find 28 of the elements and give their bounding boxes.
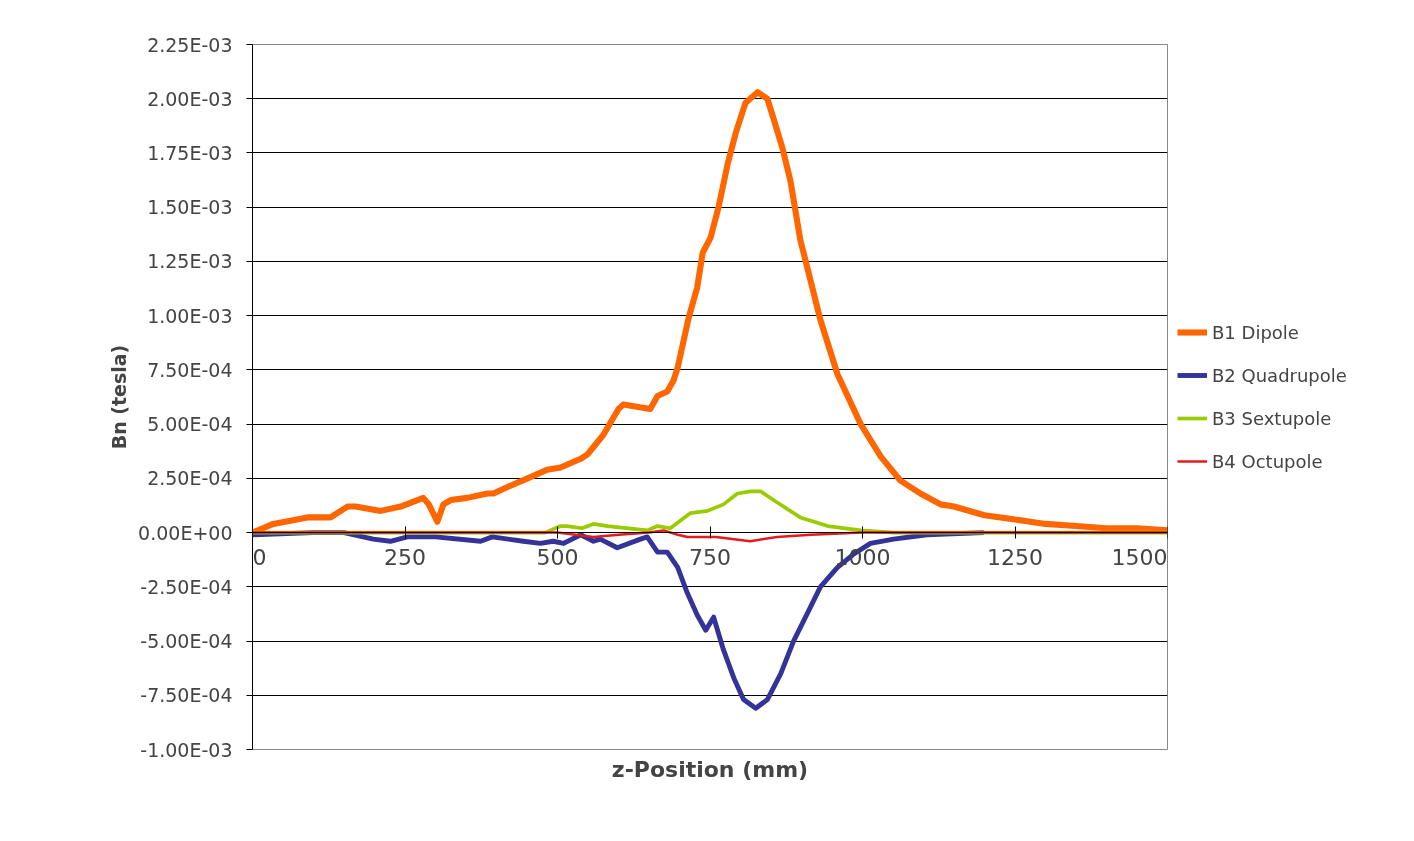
y-tick-label: 5.00E-04 <box>147 413 233 436</box>
legend-label: B2 Quadrupole <box>1212 364 1348 386</box>
y-tick-label: -5.00E-04 <box>140 630 233 653</box>
y-tick-label: 1.75E-03 <box>147 141 233 164</box>
y-tick-label: 1.25E-03 <box>147 250 233 273</box>
legend-label: B3 Sextupole <box>1212 407 1333 429</box>
y-tick-label: 1.50E-03 <box>147 196 233 219</box>
line-series <box>252 530 987 711</box>
y-tick-label: 7.50E-04 <box>147 358 233 381</box>
x-axis-title: z-Position (mm) <box>611 756 809 782</box>
x-tick-label: 1250 <box>987 544 1044 570</box>
x-tick-label: 0 <box>252 544 267 570</box>
line-series <box>252 529 1168 543</box>
y-tick-label: 2.50E-04 <box>147 467 233 490</box>
y-tick-label: -7.50E-04 <box>140 684 233 707</box>
x-tick-label: 1500 <box>1111 544 1168 570</box>
y-tick-label: 2.25E-03 <box>147 33 233 56</box>
y-tick-label: 2.00E-03 <box>147 87 233 110</box>
x-tick-label: 250 <box>384 544 426 570</box>
legend-label: B1 Dipole <box>1212 321 1300 343</box>
legend-label: B4 Octupole <box>1212 450 1324 472</box>
x-tick-label: 500 <box>536 544 579 570</box>
x-tick-label: 750 <box>689 544 731 570</box>
y-tick-label: 0.00E+00 <box>138 521 233 544</box>
y-axis-title: Bn (tesla) <box>108 344 131 450</box>
y-tick-label: -2.50E-04 <box>140 575 233 598</box>
y-tick-label: 1.00E-03 <box>147 304 233 327</box>
y-tick-label: -1.00E-03 <box>140 738 233 761</box>
